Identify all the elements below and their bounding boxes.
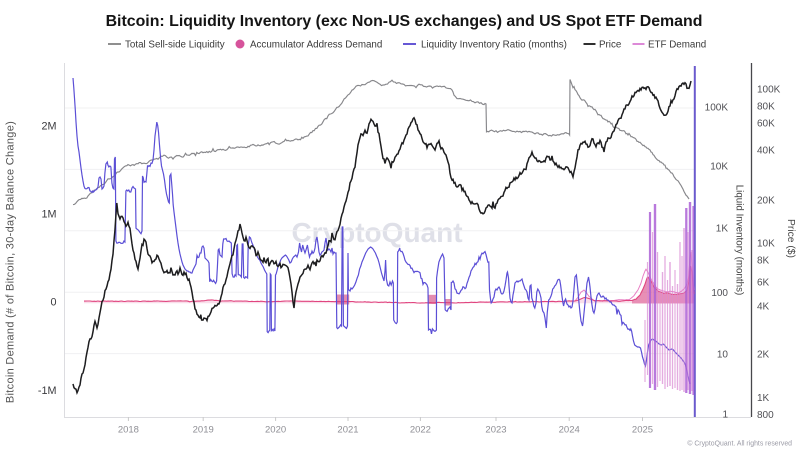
svg-text:10K: 10K bbox=[710, 162, 728, 173]
svg-text:Price: Price bbox=[599, 40, 622, 51]
svg-text:60K: 60K bbox=[757, 119, 775, 130]
svg-text:-1M: -1M bbox=[38, 385, 57, 397]
svg-text:Price ($): Price ($) bbox=[785, 219, 796, 258]
svg-text:10K: 10K bbox=[757, 239, 775, 250]
svg-text:10: 10 bbox=[717, 350, 729, 361]
svg-text:Liquid Inventory (months): Liquid Inventory (months) bbox=[734, 185, 745, 296]
svg-text:1M: 1M bbox=[42, 208, 57, 220]
svg-text:2023: 2023 bbox=[485, 425, 506, 436]
svg-text:2020: 2020 bbox=[265, 425, 286, 436]
svg-text:100K: 100K bbox=[757, 85, 781, 96]
svg-text:100K: 100K bbox=[705, 103, 729, 114]
svg-text:Total Sell-side Liquidity: Total Sell-side Liquidity bbox=[125, 40, 225, 51]
svg-text:4K: 4K bbox=[757, 302, 770, 313]
svg-text:Liquidity Inventory Ratio (mon: Liquidity Inventory Ratio (months) bbox=[421, 40, 567, 51]
svg-text:8K: 8K bbox=[757, 256, 770, 267]
svg-text:20K: 20K bbox=[757, 196, 775, 207]
svg-text:40K: 40K bbox=[757, 146, 775, 157]
svg-text:2025: 2025 bbox=[632, 425, 653, 436]
svg-text:6K: 6K bbox=[757, 278, 770, 289]
svg-text:ETF Demand: ETF Demand bbox=[648, 40, 706, 51]
svg-text:Bitcoin: Liquidity Inventory (: Bitcoin: Liquidity Inventory (exc Non-US… bbox=[106, 13, 703, 30]
svg-text:1K: 1K bbox=[757, 393, 770, 404]
svg-text:2018: 2018 bbox=[118, 425, 139, 436]
svg-text:1: 1 bbox=[722, 410, 728, 421]
svg-text:0: 0 bbox=[50, 296, 56, 308]
svg-text:2021: 2021 bbox=[337, 425, 358, 436]
svg-text:2M: 2M bbox=[42, 121, 57, 133]
svg-text:CryptoQuant: CryptoQuant bbox=[291, 217, 462, 248]
svg-text:100: 100 bbox=[711, 288, 728, 299]
svg-text:2K: 2K bbox=[757, 350, 770, 361]
svg-text:80K: 80K bbox=[757, 102, 775, 113]
svg-text:2024: 2024 bbox=[559, 425, 580, 436]
svg-text:2022: 2022 bbox=[410, 425, 431, 436]
svg-text:Bitcoin Demand (# of Bitcoin,: Bitcoin Demand (# of Bitcoin, 30-day Bal… bbox=[5, 121, 17, 403]
svg-text:© CryptoQuant. All rights rese: © CryptoQuant. All rights reserved bbox=[687, 440, 792, 448]
svg-text:800: 800 bbox=[757, 410, 774, 421]
svg-text:2019: 2019 bbox=[193, 425, 214, 436]
svg-text:Accumulator Address Demand: Accumulator Address Demand bbox=[250, 40, 382, 51]
svg-text:1K: 1K bbox=[716, 224, 729, 235]
